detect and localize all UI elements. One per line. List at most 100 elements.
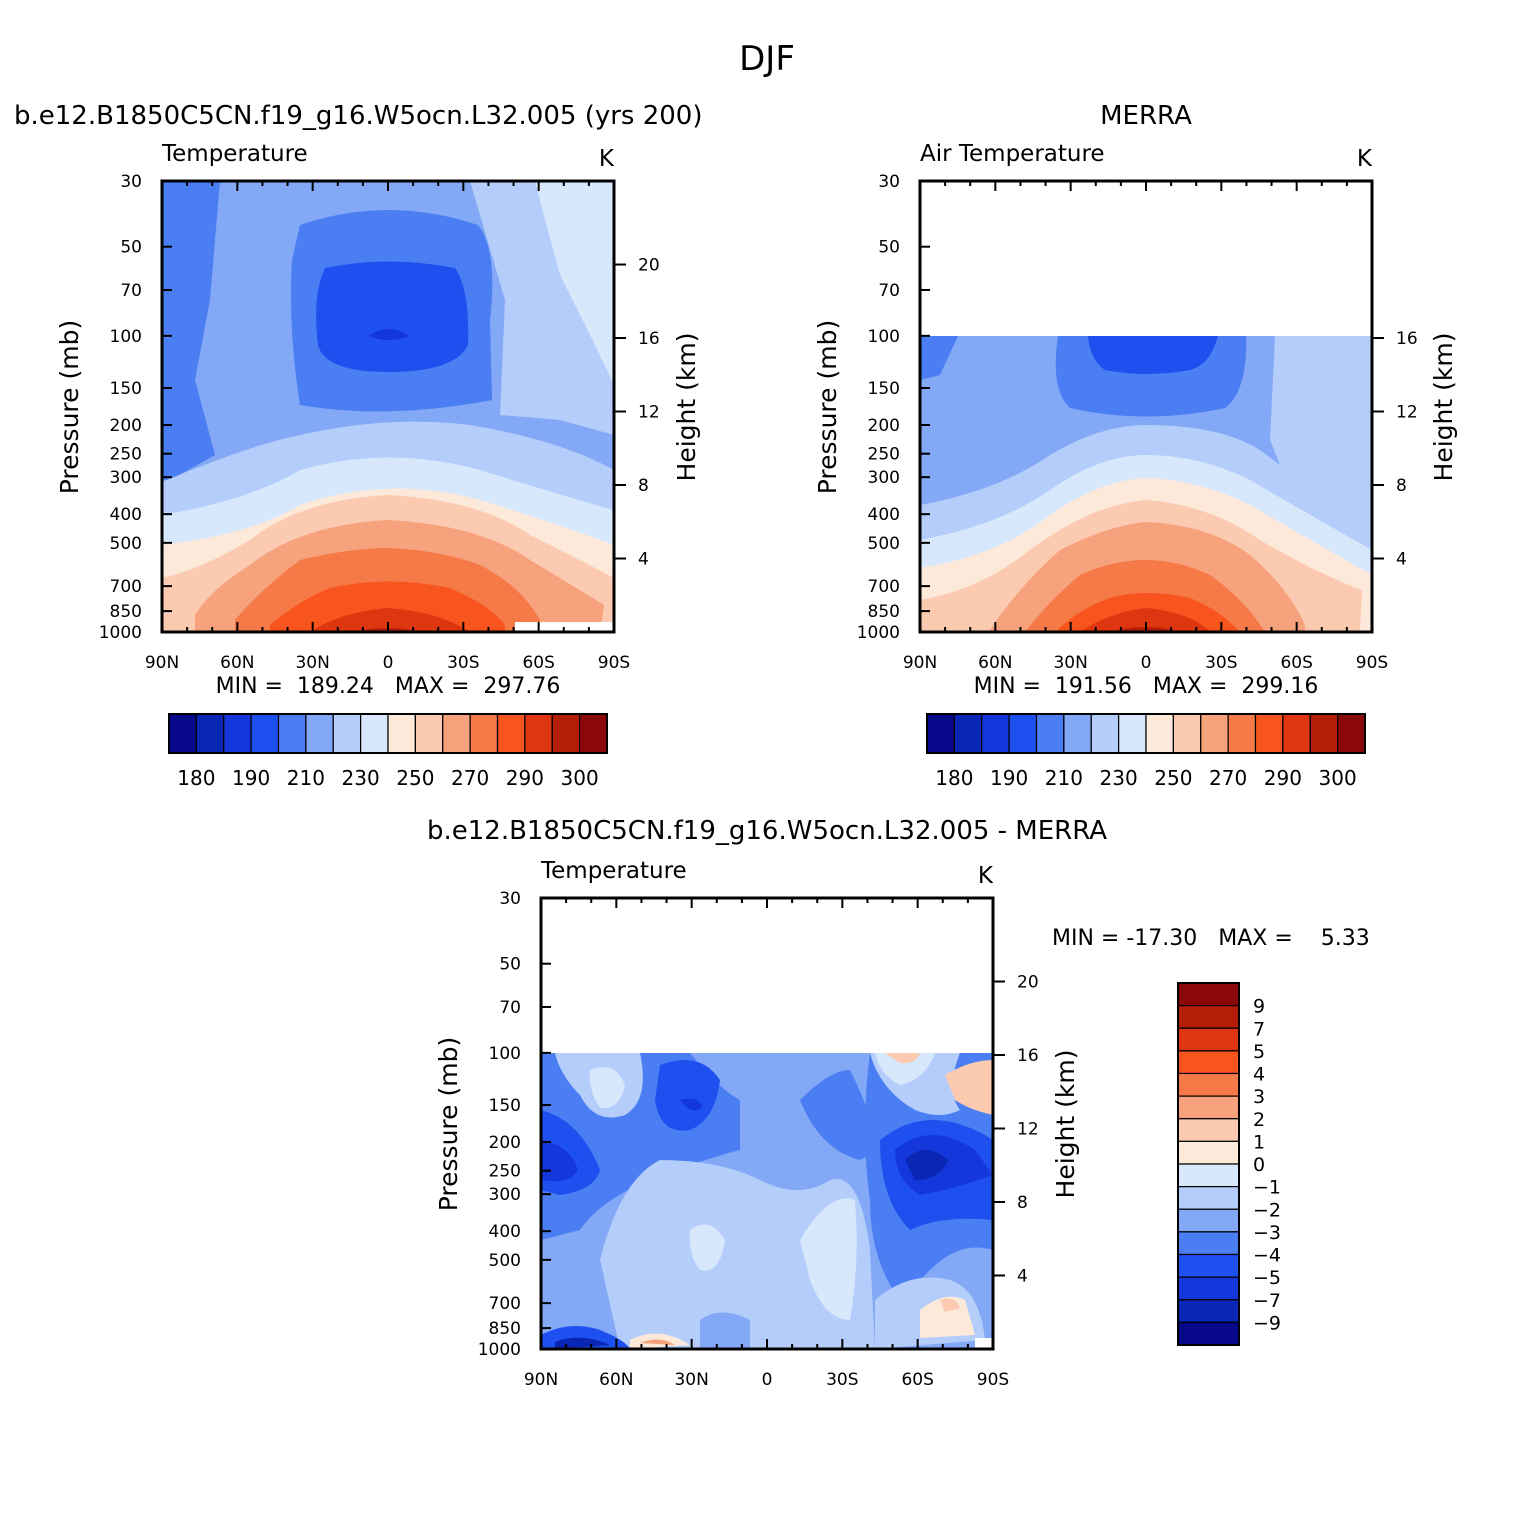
colorbar-label: 190 <box>232 766 270 790</box>
y-tick-label: 150 <box>489 1096 521 1116</box>
panel-model-units: K <box>599 146 615 172</box>
y2-tick-label: 16 <box>1396 329 1418 349</box>
y2-tick-label: 8 <box>1396 476 1407 496</box>
colorbar-swatch <box>1177 982 1240 1007</box>
y-tick-label: 100 <box>868 327 900 347</box>
y-tick-label: 700 <box>489 1294 521 1314</box>
colorbar-swatch <box>250 713 280 754</box>
panel-merra-axes: 90N 60N 30N 0 30S 60S 90S 30 50 70 100 150 200 250 300… <box>857 172 1418 673</box>
y-tick-label: 700 <box>868 577 900 597</box>
colorbar-swatch <box>1200 713 1229 754</box>
colorbar-swatch <box>1008 713 1038 754</box>
colorbar-label: −1 <box>1253 1177 1281 1199</box>
panel-merra-colorbar: 180 190 210 230 250 270 290 300 <box>926 713 1366 790</box>
colorbar-label: 270 <box>1209 766 1247 790</box>
y-tick-label: 150 <box>868 379 900 399</box>
y-tick-label: 100 <box>489 1044 521 1064</box>
colorbar-label: −3 <box>1253 1222 1281 1244</box>
x-tick-label: 60N <box>978 653 1012 673</box>
panel-difference-variable-label: Temperature <box>540 858 687 884</box>
x-tick-label: 60N <box>599 1370 633 1390</box>
colorbar-label: 5 <box>1253 1041 1265 1063</box>
colorbar-swatch <box>360 713 389 754</box>
colorbar-swatch <box>1177 1321 1240 1346</box>
x-tick-label: 30N <box>674 1370 708 1390</box>
colorbar-swatch <box>1177 1005 1240 1029</box>
colorbar-swatch <box>1177 1140 1240 1165</box>
colorbar-swatch <box>1063 713 1092 754</box>
colorbar-swatch <box>1035 713 1065 754</box>
y-tick-label: 200 <box>489 1133 521 1153</box>
y2-tick-label: 4 <box>638 550 649 570</box>
colorbar-label: 7 <box>1253 1018 1265 1040</box>
y2-tick-label: 20 <box>1017 973 1039 993</box>
x-tick-label: 30N <box>295 653 329 673</box>
y-tick-label: 300 <box>868 468 900 488</box>
colorbar-label: −9 <box>1253 1312 1281 1334</box>
colorbar-label: 0 <box>1253 1154 1265 1176</box>
y2-tick-label: 16 <box>1017 1046 1039 1066</box>
x-tick-label: 30S <box>826 1370 858 1390</box>
panel-merra: MERRA Air Temperature K Pressure (mb) He… <box>813 101 1458 790</box>
colorbar-swatch <box>496 713 526 754</box>
colorbar-label: −2 <box>1253 1199 1281 1221</box>
y-tick-label: 500 <box>868 534 900 554</box>
y-tick-label: 30 <box>499 889 521 909</box>
panel-merra-variable-label: Air Temperature <box>920 141 1105 167</box>
colorbar-swatch <box>1177 1231 1240 1256</box>
y2-tick-label: 4 <box>1396 550 1407 570</box>
colorbar-swatch <box>981 713 1010 754</box>
y-tick-label: 850 <box>489 1319 521 1339</box>
colorbar-label: 190 <box>990 766 1028 790</box>
colorbar-label: 210 <box>287 766 325 790</box>
x-tick-label: 30N <box>1053 653 1087 673</box>
panel-merra-y2label: Height (km) <box>1429 333 1458 482</box>
colorbar-label: 270 <box>451 766 489 790</box>
y2-tick-label: 16 <box>638 329 660 349</box>
colorbar-label: 250 <box>396 766 434 790</box>
colorbar-frame <box>926 713 1366 754</box>
y-tick-label: 100 <box>110 327 142 347</box>
panel-difference-contours <box>541 1053 993 1349</box>
colorbar-label: 300 <box>1319 766 1357 790</box>
panel-merra-contours <box>920 336 1372 632</box>
x-tick-label: 60S <box>522 653 554 673</box>
y-tick-label: 300 <box>110 468 142 488</box>
colorbar-label: 1 <box>1253 1131 1265 1153</box>
y-tick-label: 50 <box>878 238 900 258</box>
y2-tick-label: 12 <box>638 403 660 423</box>
panel-difference-stats: MIN = -17.30 MAX = 5.33 <box>1052 926 1370 951</box>
y-tick-label: 250 <box>489 1162 521 1182</box>
colorbar-label: 230 <box>342 766 380 790</box>
x-tick-label: 0 <box>383 653 394 673</box>
y-tick-label: 500 <box>110 534 142 554</box>
colorbar-label: −5 <box>1253 1267 1281 1289</box>
colorbar-swatch <box>1177 1027 1240 1052</box>
panel-merra-stats: MIN = 191.56 MAX = 299.16 <box>974 674 1319 699</box>
panel-model-y2label: Height (km) <box>672 333 701 482</box>
y-tick-label: 300 <box>489 1185 521 1205</box>
colorbar-swatch <box>387 713 416 754</box>
panel-model-title: b.e12.B1850C5CN.f19_g16.W5ocn.L32.005 (y… <box>14 101 703 131</box>
y2-tick-label: 8 <box>1017 1193 1028 1213</box>
colorbar-swatch <box>442 713 471 754</box>
y-tick-label: 400 <box>489 1222 521 1242</box>
colorbar-swatch <box>524 713 553 754</box>
colorbar-swatch <box>1177 1208 1240 1233</box>
y2-tick-label: 8 <box>638 476 649 496</box>
y-tick-label: 200 <box>110 416 142 436</box>
colorbar-swatch <box>579 713 608 754</box>
panel-difference: b.e12.B1850C5CN.f19_g16.W5ocn.L32.005 - … <box>427 816 1370 1390</box>
y-tick-label: 30 <box>878 172 900 192</box>
panel-difference-y2label: Height (km) <box>1051 1050 1080 1199</box>
colorbar-swatch <box>332 713 362 754</box>
panel-model-colorbar: 180 190 210 230 250 270 290 300 <box>168 713 608 790</box>
x-tick-label: 0 <box>762 1370 773 1390</box>
y-tick-label: 400 <box>110 505 142 525</box>
y-tick-label: 150 <box>110 379 142 399</box>
colorbar-swatch <box>1172 713 1202 754</box>
colorbar-frame <box>1177 982 1240 1346</box>
y-tick-label: 70 <box>499 998 521 1018</box>
